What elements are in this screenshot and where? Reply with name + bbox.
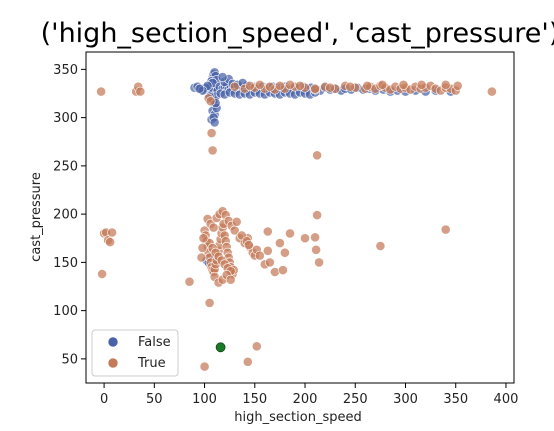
data-point bbox=[264, 81, 275, 92]
data-point bbox=[312, 210, 322, 220]
data-point bbox=[105, 237, 115, 247]
data-point bbox=[217, 72, 228, 82]
x-tick-label: 350 bbox=[443, 392, 468, 407]
data-point bbox=[398, 79, 409, 90]
data-point bbox=[194, 83, 205, 94]
x-tick-label: 50 bbox=[146, 392, 163, 407]
data-point bbox=[486, 86, 497, 97]
x-tick-label: 200 bbox=[293, 392, 318, 407]
y-tick-label: 350 bbox=[53, 63, 78, 78]
data-point bbox=[208, 222, 219, 233]
data-point bbox=[197, 242, 208, 253]
data-point bbox=[251, 341, 262, 352]
data-point bbox=[285, 79, 295, 90]
y-tick-label: 250 bbox=[53, 159, 78, 174]
data-point bbox=[285, 228, 295, 239]
x-tick-label: 300 bbox=[393, 392, 418, 407]
data-point bbox=[310, 83, 320, 94]
data-point bbox=[207, 145, 218, 156]
data-point bbox=[277, 265, 288, 275]
y-tick-label: 50 bbox=[61, 352, 78, 367]
x-tick-label: 100 bbox=[192, 392, 217, 407]
data-point bbox=[184, 276, 195, 287]
x-tick-label: 150 bbox=[242, 392, 267, 407]
data-point bbox=[325, 82, 335, 93]
data-point bbox=[375, 241, 386, 251]
data-point bbox=[312, 150, 322, 161]
data-point bbox=[254, 79, 265, 90]
x-tick-label: 400 bbox=[494, 392, 519, 407]
data-point bbox=[377, 79, 388, 90]
y-axis-label: cast_pressure bbox=[29, 172, 44, 262]
data-point bbox=[96, 86, 106, 97]
data-point bbox=[311, 244, 321, 255]
data-point bbox=[452, 80, 463, 91]
plot-area bbox=[85, 51, 515, 384]
legend-label-true: True bbox=[137, 356, 166, 371]
data-point bbox=[254, 250, 265, 261]
data-point bbox=[440, 79, 451, 90]
data-point bbox=[97, 269, 107, 279]
data-point bbox=[440, 224, 451, 235]
y-tick-label: 150 bbox=[53, 256, 78, 271]
data-point bbox=[244, 80, 255, 91]
data-point bbox=[229, 81, 240, 92]
data-point bbox=[243, 240, 254, 250]
data-point bbox=[269, 267, 280, 277]
data-point bbox=[231, 216, 242, 227]
legend-label-false: False bbox=[138, 335, 171, 350]
data-point bbox=[196, 252, 207, 263]
data-point bbox=[205, 96, 216, 107]
data-point bbox=[135, 86, 146, 97]
data-point bbox=[199, 361, 210, 372]
y-tick-label: 200 bbox=[53, 208, 78, 223]
data-points bbox=[96, 67, 497, 372]
data-point bbox=[279, 247, 290, 258]
data-point bbox=[416, 79, 427, 90]
data-point bbox=[264, 257, 275, 268]
chart-title: ('high_section_speed', 'cast_pressure') bbox=[41, 18, 554, 49]
data-point bbox=[310, 232, 320, 243]
data-point bbox=[345, 81, 356, 92]
y-axis-ticks: 50 100 150 200 250 300 350 bbox=[53, 63, 86, 367]
data-point bbox=[262, 245, 273, 256]
data-point bbox=[274, 238, 285, 248]
data-point bbox=[262, 226, 273, 237]
y-tick-label: 300 bbox=[53, 111, 78, 126]
data-point bbox=[209, 117, 220, 128]
data-point bbox=[107, 227, 117, 238]
data-point bbox=[300, 233, 310, 244]
legend-marker-true bbox=[107, 357, 119, 369]
data-point bbox=[295, 80, 305, 91]
x-tick-label: 250 bbox=[343, 392, 368, 407]
x-tick-label: 0 bbox=[100, 392, 108, 407]
data-point bbox=[215, 342, 226, 353]
data-point bbox=[274, 80, 285, 91]
y-tick-label: 100 bbox=[53, 304, 78, 319]
x-axis-ticks: 0 50 100 150 200 250 300 350 400 bbox=[100, 383, 518, 407]
data-point bbox=[314, 257, 324, 268]
legend-marker-false bbox=[107, 336, 119, 348]
data-point bbox=[225, 274, 236, 285]
data-point bbox=[204, 297, 215, 308]
data-point bbox=[198, 233, 209, 244]
legend: False True bbox=[91, 329, 179, 377]
data-point bbox=[206, 128, 217, 138]
data-point bbox=[362, 80, 373, 91]
data-point bbox=[242, 356, 253, 367]
x-axis-label: high_section_speed bbox=[234, 410, 361, 425]
